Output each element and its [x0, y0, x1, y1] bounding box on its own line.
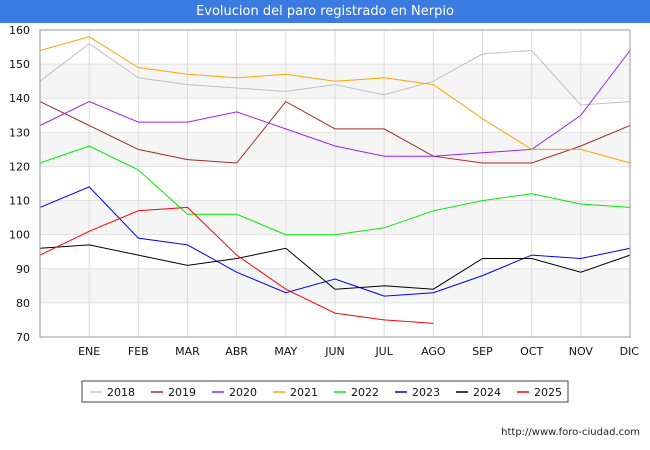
- x-tick-label: FEB: [128, 345, 149, 358]
- y-tick-label: 160: [9, 24, 30, 37]
- legend-label-2021: 2021: [290, 386, 318, 399]
- y-tick-label: 120: [9, 160, 30, 173]
- legend-label-2024: 2024: [473, 386, 501, 399]
- x-tick-label: OCT: [520, 345, 543, 358]
- series-line-2021: [39, 36, 631, 164]
- chart-title: Evolucion del paro registrado en Nerpio: [0, 0, 650, 23]
- x-tick-label: AGO: [421, 345, 446, 358]
- y-tick-label: 140: [9, 92, 30, 105]
- x-tick-label: ABR: [225, 345, 248, 358]
- x-tick-label: MAY: [274, 345, 297, 358]
- series-line-2025: [39, 206, 434, 324]
- legend-label-2018: 2018: [107, 386, 135, 399]
- x-tick-label: SEP: [472, 345, 493, 358]
- y-tick-label: 70: [16, 331, 30, 344]
- y-tick-label: 80: [16, 297, 30, 310]
- legend-label-2020: 2020: [229, 386, 257, 399]
- legend-label-2023: 2023: [412, 386, 440, 399]
- series-line-2018: [39, 42, 631, 106]
- x-tick-label: ENE: [78, 345, 100, 358]
- legend-box: [81, 380, 569, 403]
- series-line-2023: [39, 186, 631, 297]
- y-tick-label: 100: [9, 229, 30, 242]
- y-tick-label: 130: [9, 126, 30, 139]
- y-tick-label: 110: [9, 195, 30, 208]
- series-line-2024: [39, 244, 631, 290]
- footer-url: http://www.foro-ciudad.com: [501, 427, 640, 438]
- x-tick-label: DIC: [620, 345, 640, 358]
- legend-label-2025: 2025: [534, 386, 562, 399]
- legend-label-2022: 2022: [351, 386, 379, 399]
- series-line-2019: [39, 100, 631, 164]
- x-tick-label: NOV: [569, 345, 594, 358]
- plot-border: [39, 29, 631, 338]
- x-tick-label: MAR: [175, 345, 200, 358]
- y-tick-label: 150: [9, 58, 30, 71]
- series-line-2022: [39, 145, 631, 236]
- x-tick-label: JUL: [374, 345, 393, 358]
- x-tick-label: JUN: [324, 345, 345, 358]
- y-tick-label: 90: [16, 263, 30, 276]
- legend-label-2019: 2019: [168, 386, 196, 399]
